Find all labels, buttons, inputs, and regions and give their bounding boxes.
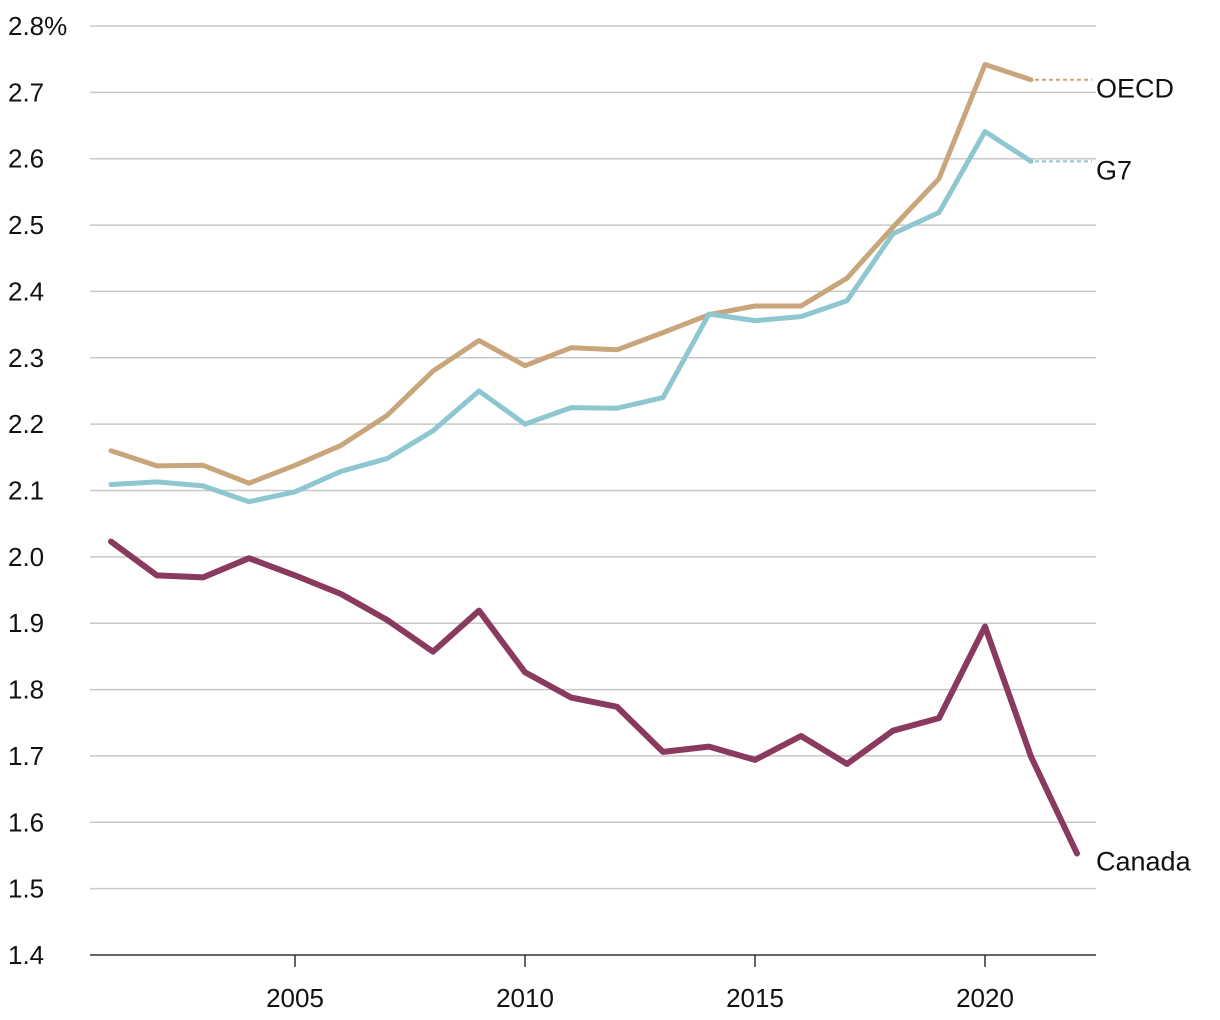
y-tick-label: 1.7 xyxy=(8,741,44,771)
y-tick-label: 2.6 xyxy=(8,144,44,174)
y-tick-label: 1.4 xyxy=(8,940,44,970)
y-tick-label: 2.7 xyxy=(8,77,44,107)
y-tick-label: 2.2 xyxy=(8,409,44,439)
y-tick-label: 2.4 xyxy=(8,276,44,306)
series-labels: OECD G7 Canada xyxy=(1035,74,1192,876)
y-tick-label: 2.1 xyxy=(8,476,44,506)
y-tick-label: 1.5 xyxy=(8,874,44,904)
g7-label: G7 xyxy=(1096,155,1132,185)
y-axis: 1.4 1.5 1.6 1.7 1.8 1.9 2.0 2.1 2.2 2.3 2.4 2.5 2.6 2… xyxy=(8,11,67,970)
x-tick-label: 2020 xyxy=(956,983,1014,1013)
gridlines xyxy=(90,25,1096,890)
canada-label: Canada xyxy=(1096,846,1192,876)
g7-line xyxy=(108,129,1034,505)
oecd-label: OECD xyxy=(1096,74,1174,104)
series-lines xyxy=(108,62,1080,857)
y-tick-label: 2.3 xyxy=(8,343,44,373)
y-tick-label: 2.8% xyxy=(8,11,67,41)
x-tick-label: 2005 xyxy=(266,983,324,1013)
y-tick-label: 2.5 xyxy=(8,210,44,240)
y-tick-label: 1.8 xyxy=(8,675,44,705)
x-tick-label: 2010 xyxy=(496,983,554,1013)
y-tick-label: 1.6 xyxy=(8,807,44,837)
y-tick-label: 1.9 xyxy=(8,608,44,638)
canada-line xyxy=(108,538,1080,857)
oecd-line xyxy=(108,62,1034,486)
y-tick-label: 2.0 xyxy=(8,542,44,572)
x-axis: 2005 2010 2015 2020 xyxy=(90,954,1096,1013)
x-tick-label: 2015 xyxy=(726,983,784,1013)
